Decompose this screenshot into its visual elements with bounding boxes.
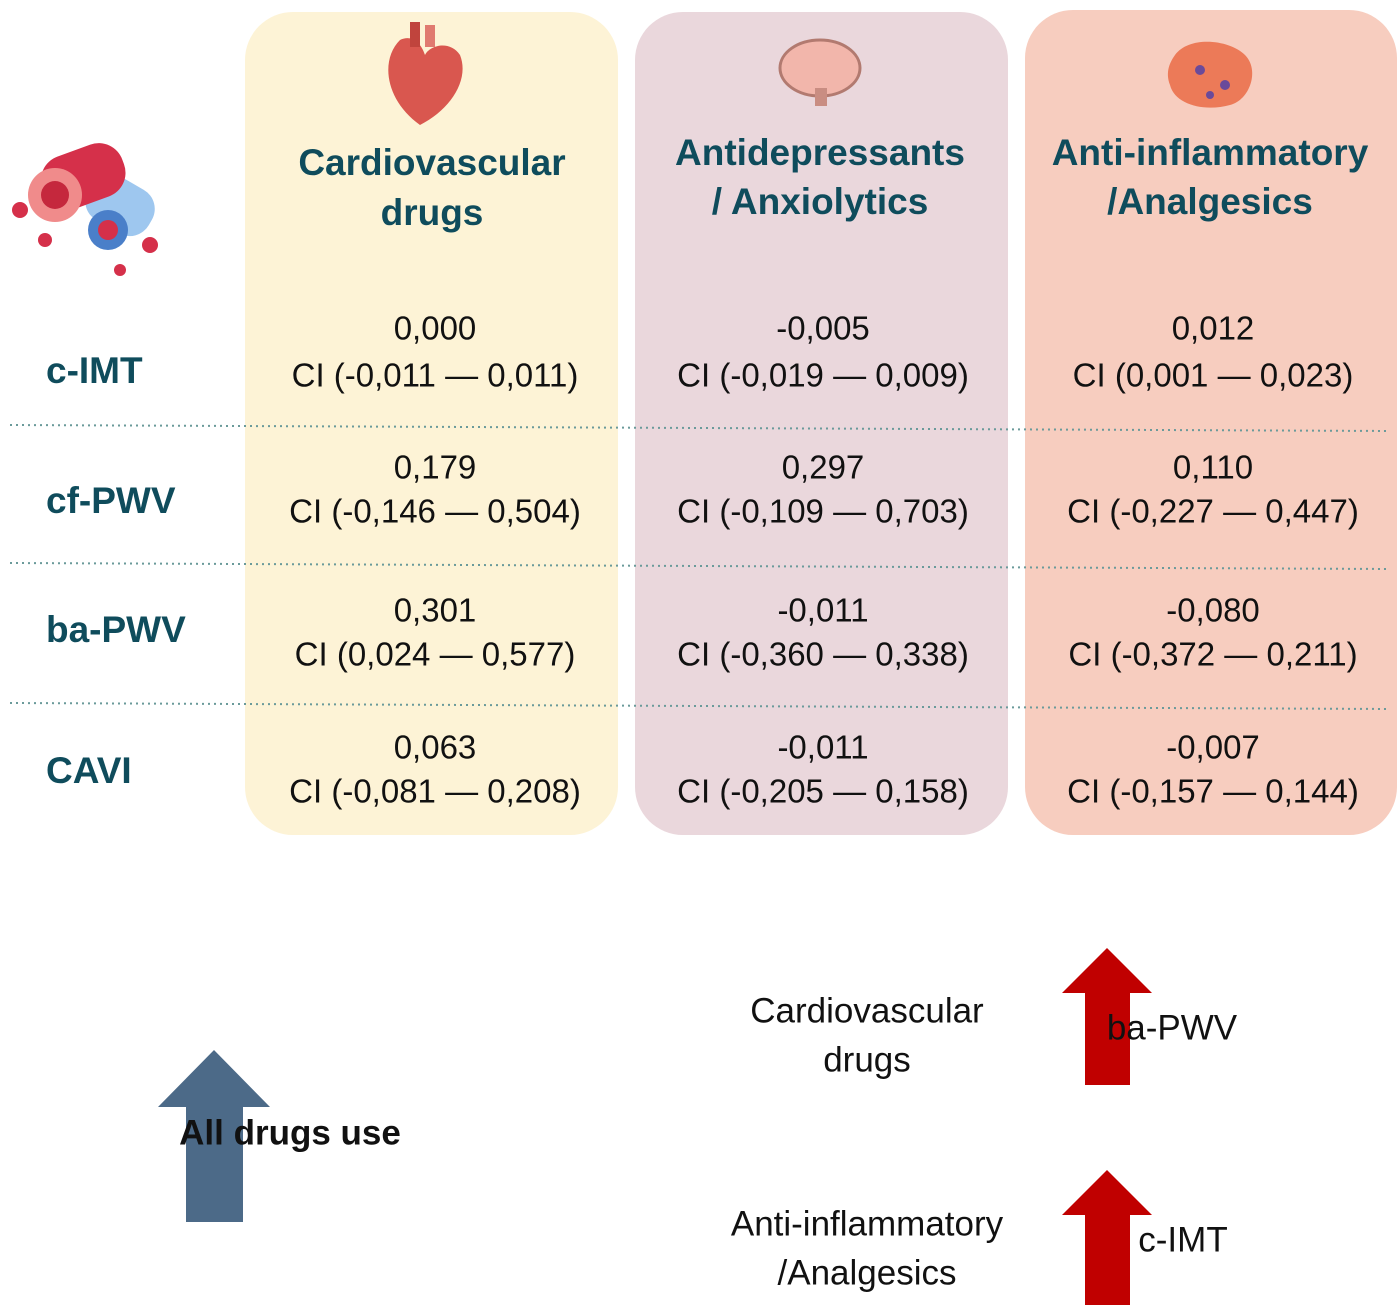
cell-value: -0,007	[1166, 729, 1260, 766]
vessel-icon	[12, 143, 158, 276]
virus-icon	[1167, 41, 1253, 108]
cell-ci: CI (0,024 — 0,577)	[295, 636, 576, 673]
column-panel	[1025, 10, 1397, 835]
cell-ci: CI (-0,360 — 0,338)	[677, 636, 969, 673]
row-separators	[9, 424, 1391, 710]
row-label: c-IMT	[46, 350, 143, 391]
column-title: Anti-inflammatory	[1052, 132, 1369, 173]
cell-value: 0,012	[1172, 310, 1255, 347]
column-title: drugs	[381, 192, 484, 233]
cell-value: 0,000	[394, 310, 477, 347]
heart-icon	[388, 22, 463, 125]
row-label: ba-PWV	[46, 609, 186, 650]
cell-value: -0,011	[777, 729, 868, 766]
finding-drug: /Analgesics	[778, 1253, 957, 1292]
cell-ci: CI (-0,011 — 0,011)	[292, 357, 579, 394]
cell-value: 0,297	[782, 449, 865, 486]
column-title: / Anxiolytics	[712, 181, 929, 222]
finding-drug: drugs	[823, 1040, 911, 1079]
finding-drug: Anti-inflammatory	[731, 1204, 1004, 1243]
cell-ci: CI (-0,109 — 0,703)	[677, 493, 969, 530]
separator	[9, 424, 1391, 432]
summary-label: All drugs use	[179, 1113, 401, 1152]
cell-value: -0,011	[777, 592, 868, 629]
up-arrow	[158, 1050, 270, 1222]
cell-value: 0,301	[394, 592, 477, 629]
finding-measure: ba-PWV	[1107, 1008, 1238, 1047]
row-label: cf-PWV	[46, 480, 176, 521]
cell-ci: CI (-0,205 — 0,158)	[677, 773, 969, 810]
separator	[9, 702, 1391, 710]
cell-value: 0,110	[1173, 449, 1253, 486]
row-label: CAVI	[46, 750, 132, 791]
separator	[9, 562, 1391, 570]
cell-ci: CI (-0,372 — 0,211)	[1068, 636, 1357, 673]
up-arrow	[1062, 1170, 1152, 1305]
cell-ci: CI (-0,227 — 0,447)	[1067, 493, 1359, 530]
column-panel	[245, 12, 618, 835]
finding-measure: c-IMT	[1138, 1220, 1227, 1259]
cell-value: -0,080	[1166, 592, 1260, 629]
cell-value: 0,063	[394, 729, 477, 766]
brain-icon	[778, 38, 862, 106]
finding-drug: Cardiovascular	[750, 991, 984, 1030]
cell-ci: CI (0,001 — 0,023)	[1073, 357, 1354, 394]
cell-value: -0,005	[776, 310, 870, 347]
cell-ci: CI (-0,157 — 0,144)	[1067, 773, 1359, 810]
column-panel	[635, 12, 1008, 835]
column-title: /Analgesics	[1107, 181, 1313, 222]
column-title: Antidepressants	[675, 132, 965, 173]
cell-value: 0,179	[394, 449, 477, 486]
cell-ci: CI (-0,146 — 0,504)	[289, 493, 581, 530]
cell-ci: CI (-0,081 — 0,208)	[289, 773, 581, 810]
up-arrow	[1062, 948, 1152, 1085]
column-title: Cardiovascular	[298, 142, 565, 183]
cell-ci: CI (-0,019 — 0,009)	[677, 357, 969, 394]
